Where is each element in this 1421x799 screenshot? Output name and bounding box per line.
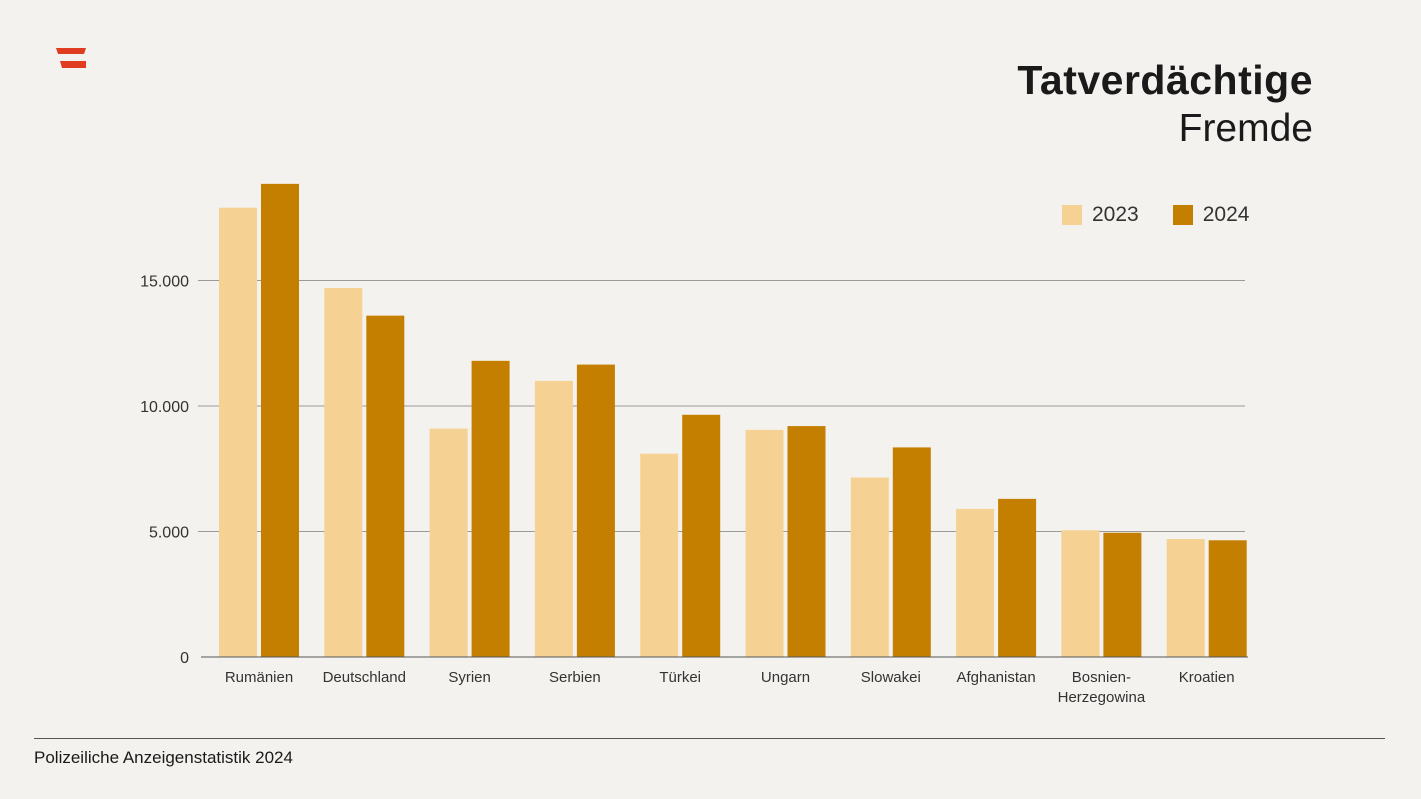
x-tick-label: Ungarn xyxy=(761,669,810,686)
legend-label-2023: 2023 xyxy=(1092,203,1139,226)
legend: 2023 2024 xyxy=(1062,203,1249,227)
bar-2023 xyxy=(534,380,573,657)
y-tick-label: 0 xyxy=(180,650,189,667)
y-tick-label: 10.000 xyxy=(140,399,189,416)
bar-2024 xyxy=(471,360,510,657)
chart-title: Tatverdächtige xyxy=(1017,57,1313,103)
x-tick-label: Rumänien xyxy=(225,669,293,686)
x-tick-label: Serbien xyxy=(549,669,601,686)
bar-2024 xyxy=(261,183,299,658)
bar-2023 xyxy=(1166,539,1205,657)
bar-2024 xyxy=(892,447,931,657)
title-block: Tatverdächtige Fremde xyxy=(1017,55,1313,153)
x-tick-label: Slowakei xyxy=(861,669,921,686)
bar-2024 xyxy=(682,414,721,657)
y-tick-label: 15.000 xyxy=(140,274,189,291)
x-tick-label: Afghanistan xyxy=(956,669,1035,686)
bar-2023 xyxy=(1061,530,1100,657)
chart-subtitle: Fremde xyxy=(1178,107,1313,150)
footer-source: Polizeiliche Anzeigenstatistik 2024 xyxy=(34,748,293,767)
x-tick-label: Deutschland xyxy=(323,669,406,686)
legend-label-2024: 2024 xyxy=(1202,203,1250,226)
bar-2024 xyxy=(576,364,615,657)
x-tick-label: Kroatien xyxy=(1179,669,1235,686)
bar-2023 xyxy=(429,428,468,657)
bar-2023 xyxy=(956,508,995,657)
x-tick-label: Türkei xyxy=(659,669,701,686)
x-tick-label: Syrien xyxy=(448,669,491,686)
footer-divider xyxy=(34,738,1385,739)
y-tick-label: 5.000 xyxy=(149,525,189,542)
bar-2024 xyxy=(1103,532,1142,657)
bar-2023 xyxy=(324,288,363,657)
bar-2023 xyxy=(850,477,889,657)
bar-2023 xyxy=(745,429,784,657)
bar-2023 xyxy=(640,453,679,657)
bar-2024 xyxy=(1208,540,1247,657)
legend-swatch-2023 xyxy=(1062,205,1082,225)
legend-item-2023: 2023 xyxy=(1062,203,1139,227)
x-tick-label: Bosnien-Herzegowina xyxy=(1058,669,1146,706)
bar-2024 xyxy=(998,498,1037,657)
austria-flag-logo-icon xyxy=(56,48,86,68)
bar-2024 xyxy=(787,426,826,657)
legend-swatch-2024 xyxy=(1172,205,1193,225)
bar-2023 xyxy=(219,207,257,657)
legend-item-2024: 2024 xyxy=(1172,203,1250,227)
bar-2024 xyxy=(366,315,405,657)
